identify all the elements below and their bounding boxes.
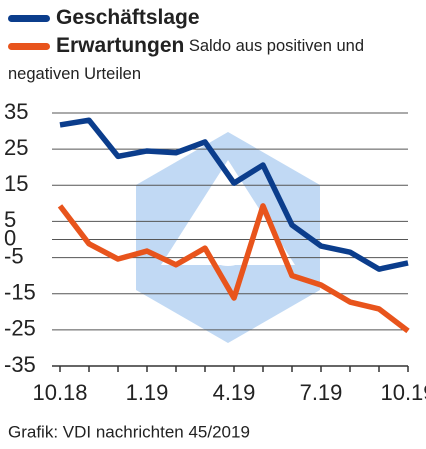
series-line <box>59 117 409 272</box>
subtitle: Saldo aus positiven und negativen Urteil… <box>8 37 365 84</box>
legend-item: Erwartungen Saldo aus positiven und nega… <box>8 32 424 88</box>
source: Grafik: VDI nachrichten 45/2019 <box>8 422 250 441</box>
legend-key <box>8 42 50 50</box>
x-tick-label: 1.19 <box>126 380 169 405</box>
x-tick-label: 10.18 <box>32 380 87 405</box>
x-tick-label: 10.19 <box>380 380 426 405</box>
y-tick-label: -25 <box>4 316 36 341</box>
legend: Geschäftslage Erwartungen Saldo aus posi… <box>8 4 424 89</box>
legend-item: Geschäftslage <box>8 4 424 32</box>
legend-label: Erwartungen <box>56 34 185 58</box>
y-tick-label: 35 <box>4 99 28 124</box>
y-tick-label: -5 <box>4 243 24 268</box>
y-tick-label: 5 <box>4 207 16 232</box>
series-line <box>57 203 410 334</box>
y-tick-label: 0 <box>4 225 16 250</box>
legend-key <box>8 14 50 22</box>
legend-label: Geschäftslage <box>56 6 200 29</box>
y-tick-label: 15 <box>4 171 28 196</box>
y-tick-label: -35 <box>4 352 36 377</box>
x-tick-label: 7.19 <box>300 380 343 405</box>
watermark <box>136 132 320 343</box>
y-tick-label: 25 <box>4 135 28 160</box>
x-tick-label: 4.19 <box>213 380 256 405</box>
y-tick-label: -15 <box>4 280 36 305</box>
